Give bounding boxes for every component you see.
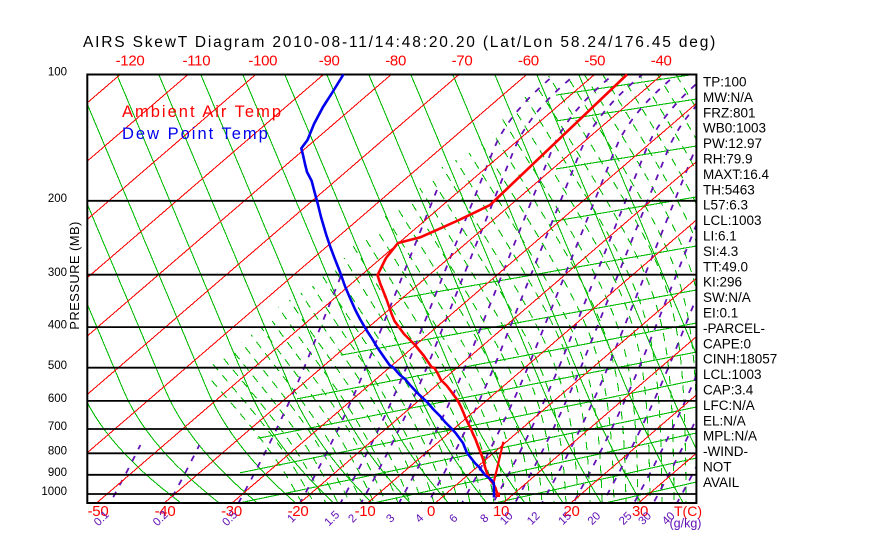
- svg-text:-110: -110: [183, 53, 211, 70]
- svg-text:600: 600: [48, 393, 67, 405]
- svg-text:-40: -40: [155, 503, 176, 520]
- svg-text:TP:100: TP:100: [703, 75, 747, 90]
- svg-text:-120: -120: [116, 53, 145, 70]
- svg-text:PW:12.97: PW:12.97: [703, 136, 762, 151]
- svg-text:-20: -20: [288, 503, 309, 520]
- svg-text:200: 200: [48, 193, 67, 205]
- svg-text:MAXT:16.4: MAXT:16.4: [703, 167, 770, 182]
- svg-text:EL:N/A: EL:N/A: [703, 413, 746, 428]
- svg-text:900: 900: [48, 467, 67, 479]
- svg-text:-50: -50: [88, 503, 109, 520]
- svg-text:L57:6.3: L57:6.3: [703, 198, 748, 213]
- svg-text:700: 700: [48, 421, 67, 433]
- svg-text:-WIND-: -WIND-: [703, 444, 748, 459]
- svg-text:AIRS SkewT Diagram 2010-08-11/: AIRS SkewT Diagram 2010-08-11/14:48:20.2…: [83, 34, 717, 51]
- svg-text:SI:4.3: SI:4.3: [703, 244, 738, 259]
- svg-text:20: 20: [563, 503, 579, 520]
- svg-text:TT:49.0: TT:49.0: [703, 259, 748, 274]
- svg-text:KI:296: KI:296: [703, 275, 742, 290]
- svg-text:SW:N/A: SW:N/A: [703, 290, 751, 305]
- svg-text:MPL:N/A: MPL:N/A: [703, 429, 757, 444]
- svg-text:-60: -60: [518, 53, 539, 70]
- svg-text:-70: -70: [452, 53, 473, 70]
- svg-text:(g/kg): (g/kg): [670, 517, 702, 531]
- svg-text:1000: 1000: [41, 486, 67, 498]
- svg-text:NOT: NOT: [703, 460, 732, 475]
- svg-text:-40: -40: [651, 53, 672, 70]
- svg-text:AVAIL: AVAIL: [703, 475, 740, 490]
- svg-text:T(C): T(C): [674, 503, 702, 519]
- svg-text:10: 10: [493, 503, 509, 520]
- svg-text:-10: -10: [355, 503, 376, 520]
- svg-text:TH:5463: TH:5463: [703, 182, 755, 197]
- svg-text:500: 500: [48, 360, 67, 372]
- svg-text:LCL:1003: LCL:1003: [703, 367, 762, 382]
- svg-text:-30: -30: [221, 503, 242, 520]
- svg-text:CAPE:0: CAPE:0: [703, 336, 751, 351]
- svg-text:Ambient Air Temp: Ambient Air Temp: [122, 103, 283, 121]
- svg-text:LFC:N/A: LFC:N/A: [703, 398, 755, 413]
- svg-text:100: 100: [48, 67, 67, 79]
- svg-text:30: 30: [632, 503, 648, 520]
- svg-text:MW:N/A: MW:N/A: [703, 90, 753, 105]
- svg-text:300: 300: [48, 267, 67, 279]
- svg-text:Dew Point Temp: Dew Point Temp: [122, 125, 270, 143]
- svg-text:-80: -80: [385, 53, 406, 70]
- svg-text:WB0:1003: WB0:1003: [703, 121, 766, 136]
- svg-text:LCL:1003: LCL:1003: [703, 213, 762, 228]
- svg-text:800: 800: [48, 446, 67, 458]
- svg-text:0: 0: [427, 503, 435, 520]
- svg-text:-90: -90: [319, 53, 340, 70]
- svg-text:CAP:3.4: CAP:3.4: [703, 383, 754, 398]
- svg-text:FRZ:801: FRZ:801: [703, 105, 756, 120]
- svg-text:RH:79.9: RH:79.9: [703, 152, 753, 167]
- svg-text:PRESSURE (MB): PRESSURE (MB): [67, 221, 82, 330]
- svg-text:LI:6.1: LI:6.1: [703, 229, 737, 244]
- svg-text:EI:0.1: EI:0.1: [703, 306, 738, 321]
- svg-text:400: 400: [48, 319, 67, 331]
- svg-text:CINH:18057: CINH:18057: [703, 352, 777, 367]
- svg-text:-100: -100: [248, 53, 277, 70]
- svg-text:-50: -50: [584, 53, 605, 70]
- svg-text:-PARCEL-: -PARCEL-: [703, 321, 765, 336]
